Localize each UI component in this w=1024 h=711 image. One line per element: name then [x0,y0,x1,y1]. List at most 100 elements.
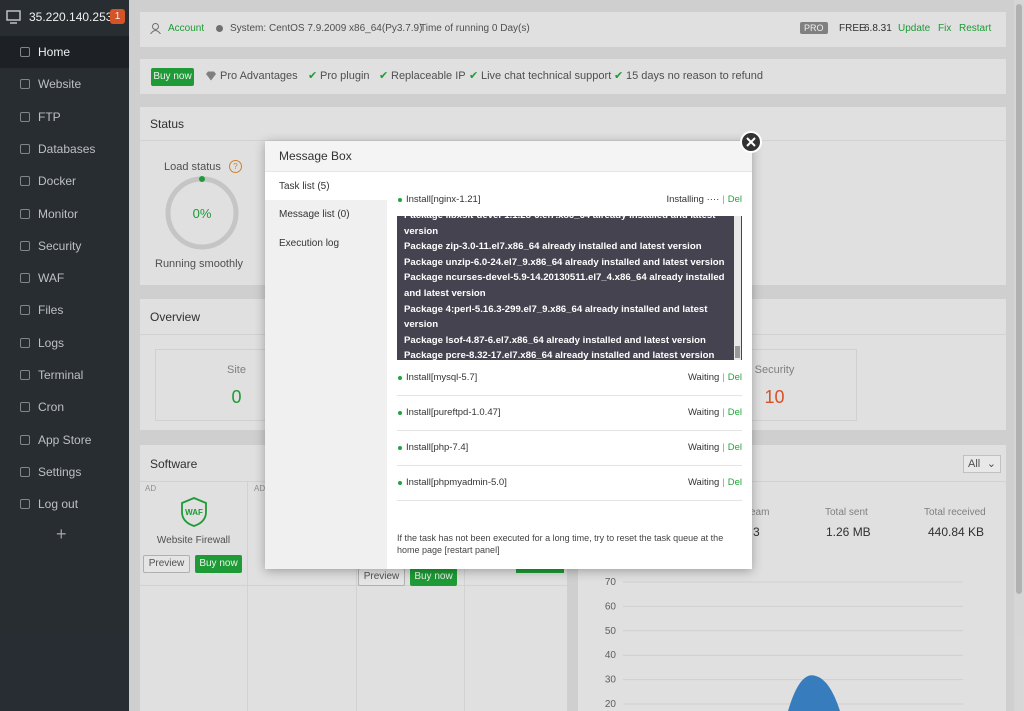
log-line: Package 4:perl-5.16.3-299.el7_9.x86_64 a… [404,303,708,331]
restart-link[interactable]: Restart [959,23,992,34]
delete-link[interactable]: Del [727,407,742,418]
task-status: Waiting [687,442,720,453]
log-content: Package libxslt-devel-1.1.28-6.el7.x86_6… [404,216,729,360]
close-button[interactable] [740,131,762,153]
log-box: Package libxslt-devel-1.1.28-6.el7.x86_6… [397,216,742,360]
log-scrollbar[interactable] [734,216,741,360]
separator: | [722,477,725,488]
stat-label: Total received [924,507,986,518]
help-icon[interactable]: ? [229,160,242,173]
card-label: Site [227,364,246,376]
server-ip: 35.220.140.253 [29,10,113,24]
log-line: Package ncurses-devel-5.9-14.20130511.el… [404,272,725,299]
divider [356,482,357,711]
site-card[interactable]: Site 0 [155,349,318,421]
task-name: Install[pureftpd-1.0.47] [406,407,501,418]
security-card[interactable]: Security 10 [692,349,857,421]
axis-label: 40 [605,650,617,661]
filter-value: All [968,458,981,470]
menu-icon [20,466,30,477]
menu-label: Files [38,303,64,318]
ad-tag: AD [145,484,157,493]
menu-label: Docker [38,174,77,189]
check-icon: ✔ [308,70,318,82]
menu-item[interactable]: Settings [0,456,129,488]
add-button[interactable]: + [56,524,67,544]
menu-item[interactable]: Logs [0,327,129,359]
task-row: Install[mysql-5.7] Waiting | Del [397,360,742,396]
menu-label: FTP [38,109,61,124]
menu-item[interactable]: FTP [0,101,129,133]
account-link[interactable]: Account [168,23,205,34]
card-value: 10 [764,387,785,407]
tab[interactable]: Message list (0) [279,209,350,220]
stat-value: 440.84 KB [928,525,985,539]
buy-now-button[interactable]: Buy now [151,68,194,86]
menu-label: App Store [38,432,92,447]
menu-label: Settings [38,464,82,479]
log-line: Package libxslt-devel-1.1.28-6.el7.x86_6… [404,216,715,237]
separator: | [722,372,725,383]
menu-item[interactable]: Monitor [0,198,129,230]
menu-item[interactable]: WAF [0,262,129,294]
axis-label: 30 [605,675,617,686]
menu-item[interactable]: Cron [0,391,129,423]
scrollbar[interactable] [1014,0,1024,711]
menu-item[interactable]: App Store [0,424,129,456]
check-icon: ✔ [469,70,479,82]
topbar: Account System: CentOS 7.9.2009 x86_64(P… [140,12,1006,47]
promo-item: 15 days no reason to refund [626,70,763,82]
menu-icon [20,143,30,154]
diamond-icon [206,71,216,81]
divider [140,140,1006,141]
menu-item[interactable]: Terminal [0,359,129,391]
task-actions: Waiting | Del [688,407,742,418]
card-label: Security [754,364,795,376]
menu-item[interactable]: Log out [0,488,129,520]
delete-link[interactable]: Del [727,442,742,453]
pro-advantages[interactable]: Pro Advantages [220,70,298,82]
status-dot [398,198,402,202]
menu-item[interactable]: Home [0,36,129,68]
preview-button[interactable]: Preview [143,555,190,573]
menu-item[interactable]: Security [0,230,129,262]
load-note: Running smoothly [155,258,244,270]
filter-select[interactable]: All ⌄ [963,455,1001,473]
menu-item[interactable]: Files [0,294,129,326]
menu-label: Log out [38,497,79,512]
menu-label: WAF [38,271,65,286]
menu-icon [20,47,30,57]
stat-label: eam [750,507,770,518]
system-label: System: [230,23,267,34]
pro-badge: PRO [800,22,828,34]
menu-label: Logs [38,335,65,350]
tab-list [265,172,387,569]
task-actions: Installing ···· | Del [666,194,742,205]
menu-item[interactable]: Databases [0,133,129,165]
menu-icon [20,208,30,219]
status-dot [398,376,402,380]
scroll-thumb[interactable] [1016,4,1022,594]
fix-link[interactable]: Fix [938,23,952,34]
menu-item[interactable]: Website [0,68,129,100]
menu-icon [20,111,30,122]
buy-button[interactable]: Buy now [195,555,242,573]
task-row: Install[php-7.4] Waiting | Del [397,430,742,466]
log-scroll-thumb[interactable] [735,346,740,358]
menu-item[interactable]: Docker [0,165,129,197]
separator: | [722,194,725,205]
delete-link[interactable]: Del [727,477,742,488]
task-name: Install[mysql-5.7] [406,372,478,383]
delete-link[interactable]: Del [727,194,742,205]
card-value: 0 [231,387,242,407]
menu-label: Databases [38,141,96,156]
check-icon: ✔ [379,70,389,82]
delete-link[interactable]: Del [727,372,742,383]
tab[interactable]: Execution log [279,238,340,249]
separator: | [722,407,725,418]
tab[interactable]: Task list (5) [279,181,330,192]
update-link[interactable]: Update [898,23,931,34]
notification-badge[interactable]: 1 [110,9,125,24]
app-name: Website Firewall [156,535,231,546]
